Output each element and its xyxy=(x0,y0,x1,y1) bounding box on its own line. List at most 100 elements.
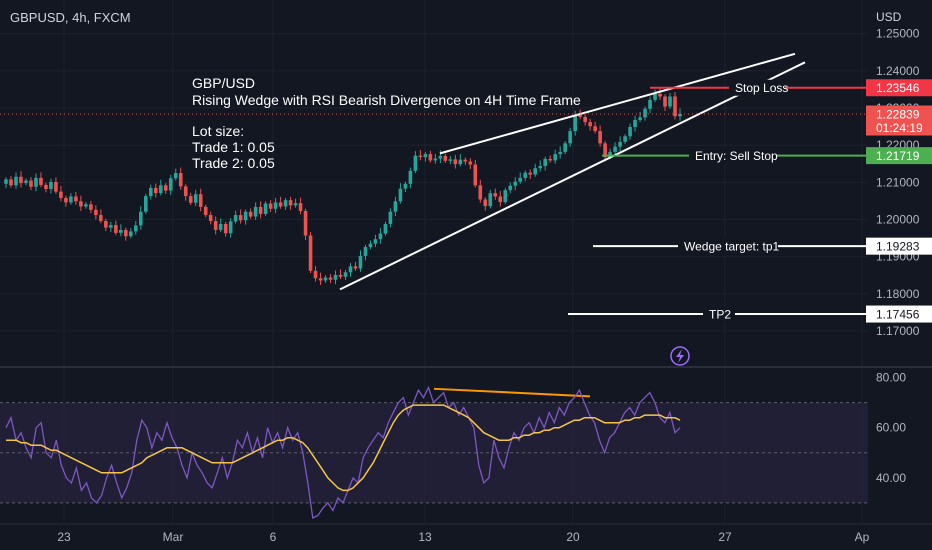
candle-body xyxy=(618,141,622,147)
candle-body xyxy=(458,159,463,165)
candle-body xyxy=(293,203,298,206)
candle-body xyxy=(198,194,203,207)
candle-body xyxy=(278,202,283,207)
candle-body xyxy=(223,223,228,234)
candle-body xyxy=(134,225,138,232)
rsi-divergence-line[interactable] xyxy=(433,387,591,398)
candle-body xyxy=(358,255,363,269)
candle-body xyxy=(368,243,373,248)
candle-body xyxy=(523,172,528,178)
candle-body xyxy=(398,188,403,202)
level-label: Entry: Sell Stop xyxy=(695,149,778,163)
candle-body xyxy=(124,229,128,237)
candle-body xyxy=(283,200,288,207)
time-tick-label: Mar xyxy=(163,530,184,544)
price-tag-bg xyxy=(866,79,932,97)
candle-body xyxy=(568,131,572,144)
candle-body xyxy=(104,220,108,228)
candle-body xyxy=(89,204,93,210)
annotation-trade1: Trade 1: 0.05 xyxy=(192,139,275,155)
candle-body xyxy=(328,277,333,280)
candle-body xyxy=(673,96,677,117)
candle-body xyxy=(19,176,23,184)
time-axis[interactable]: 23 Mar 6 13 20 27 Ap xyxy=(0,523,932,544)
candle-body xyxy=(473,164,478,186)
candle-body xyxy=(34,177,38,187)
price-tag-bg xyxy=(866,105,932,136)
candle-body xyxy=(298,203,303,211)
price-tag-bg xyxy=(866,147,932,165)
candle-body xyxy=(333,274,338,280)
candle-body xyxy=(503,190,508,203)
rsi-line xyxy=(5,385,681,519)
price-tag-label: 1.19283 xyxy=(876,240,920,254)
candle-body xyxy=(29,180,33,187)
alert-lightning-icon[interactable] xyxy=(670,346,690,366)
candle-body xyxy=(363,247,368,256)
candle-body xyxy=(323,277,328,281)
annotation-line1: GBP/USD xyxy=(192,75,255,91)
candle-body xyxy=(658,93,662,97)
rsi-tick-label: 40.00 xyxy=(876,471,906,485)
candle-body xyxy=(288,200,293,206)
candle-body xyxy=(448,159,453,161)
candle-body xyxy=(483,199,488,207)
candle-body xyxy=(558,151,562,155)
candle-body xyxy=(139,211,143,226)
price-axis-unit: USD xyxy=(876,10,902,24)
candles xyxy=(4,88,682,285)
level-label-bg xyxy=(703,306,735,323)
candle-body xyxy=(253,206,258,217)
time-tick-label: 23 xyxy=(57,530,71,544)
candle-body xyxy=(423,154,428,158)
candle-body xyxy=(243,211,248,221)
candle-body xyxy=(383,223,388,234)
candle-body xyxy=(528,172,533,175)
candle-body xyxy=(313,270,318,279)
candle-body xyxy=(233,215,238,222)
candle-body xyxy=(453,159,458,165)
time-tick-label: 27 xyxy=(718,530,732,544)
rsi-tick-label: 60.00 xyxy=(876,421,906,435)
candle-body xyxy=(273,202,278,209)
candle-body xyxy=(343,272,348,277)
candle-body xyxy=(24,180,28,184)
candle-body xyxy=(603,143,607,158)
level-label: TP2 xyxy=(709,308,731,322)
candle-body xyxy=(4,179,8,184)
candle-body xyxy=(593,126,597,132)
price-tag-bg xyxy=(866,305,932,323)
candle-body xyxy=(94,209,98,216)
candle-body xyxy=(318,278,323,281)
candle-body xyxy=(583,116,587,123)
candle-body xyxy=(218,223,223,230)
candle-body xyxy=(193,194,198,203)
candle-body xyxy=(148,187,153,197)
candle-body xyxy=(263,203,268,214)
candle-body xyxy=(119,229,123,233)
candle-body xyxy=(213,220,218,230)
candle-body xyxy=(663,96,667,107)
candle-body xyxy=(338,274,343,277)
rsi-axis[interactable]: 80.00 60.00 40.00 xyxy=(876,371,906,485)
price-tick-label: 1.20000 xyxy=(876,213,920,227)
wedge-lower-line[interactable] xyxy=(339,61,806,291)
candle-body xyxy=(143,196,148,212)
candle-body xyxy=(508,185,513,191)
candle-body xyxy=(588,122,592,127)
candle-body xyxy=(109,225,113,228)
price-tick-label: 1.24000 xyxy=(876,64,920,78)
candle-body xyxy=(608,151,612,158)
candle-body xyxy=(54,181,58,192)
candle-body xyxy=(498,196,503,203)
candle-body xyxy=(303,210,308,236)
candle-body xyxy=(628,126,632,137)
candle-body xyxy=(64,197,68,203)
candle-body xyxy=(548,158,552,161)
candle-body xyxy=(268,203,273,209)
wedge-upper-line[interactable] xyxy=(439,52,796,155)
price-tick-label: 1.25000 xyxy=(876,27,920,41)
price-tick-label: 1.21000 xyxy=(876,175,920,189)
annotation-line2: Rising Wedge with RSI Bearish Divergence… xyxy=(192,92,581,108)
